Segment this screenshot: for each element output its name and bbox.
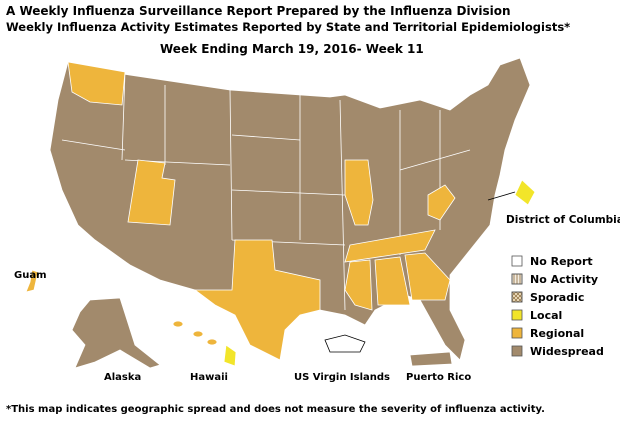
legend-swatch bbox=[511, 255, 523, 267]
legend-label: Regional bbox=[530, 327, 584, 340]
legend-swatch bbox=[511, 327, 523, 339]
illinois bbox=[344, 159, 374, 226]
legend-label: Sporadic bbox=[530, 291, 584, 304]
week-label: Week Ending March 19, 2016- Week 11 bbox=[160, 42, 424, 56]
guam bbox=[25, 269, 39, 293]
hawaii-label: Hawaii bbox=[190, 372, 228, 383]
mississippi bbox=[344, 259, 373, 311]
legend-label: No Report bbox=[530, 255, 593, 268]
legend-swatch bbox=[511, 309, 523, 321]
map bbox=[25, 57, 536, 369]
washington bbox=[67, 61, 126, 106]
texas bbox=[193, 239, 321, 361]
dc-label: District of Columbia bbox=[506, 214, 620, 226]
alabama bbox=[374, 256, 411, 306]
west-virginia bbox=[427, 184, 456, 221]
legend-label: Local bbox=[530, 309, 562, 322]
usvi bbox=[324, 334, 366, 353]
dc-inset bbox=[514, 179, 536, 206]
state-borders bbox=[61, 71, 471, 311]
guam-label: Guam bbox=[14, 270, 47, 281]
hawaii bbox=[172, 320, 237, 367]
title: A Weekly Influenza Surveillance Report P… bbox=[6, 4, 511, 18]
utah bbox=[127, 159, 176, 226]
legend: No Report No Activity Sporadic Local Regiona… bbox=[511, 255, 604, 358]
legend-label: Widespread bbox=[530, 345, 604, 358]
legend-swatch-pattern bbox=[511, 273, 523, 285]
legend-swatch bbox=[511, 345, 523, 357]
pr-label: Puerto Rico bbox=[406, 372, 471, 383]
legend-label: No Activity bbox=[530, 273, 598, 286]
legend-swatch-pattern bbox=[511, 291, 523, 303]
alaska-label: Alaska bbox=[104, 372, 141, 383]
puerto-rico bbox=[409, 351, 453, 367]
tennessee bbox=[344, 229, 436, 263]
subtitle: Weekly Influenza Activity Estimates Repo… bbox=[6, 20, 570, 34]
usvi-label: US Virgin Islands bbox=[294, 372, 390, 383]
alaska bbox=[71, 297, 161, 369]
georgia bbox=[404, 252, 451, 301]
footnote: *This map indicates geographic spread an… bbox=[6, 404, 545, 415]
